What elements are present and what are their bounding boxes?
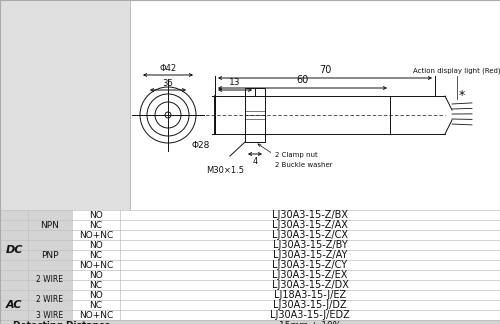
Text: LJ30A3-15-Z/BX: LJ30A3-15-Z/BX	[272, 210, 348, 220]
Bar	[0, 0, 130, 210]
Text: Action display light (Red): Action display light (Red)	[413, 67, 500, 74]
Text: LJ30A3-15-J/EDZ: LJ30A3-15-J/EDZ	[270, 310, 350, 320]
Text: NO: NO	[89, 291, 103, 299]
Text: LJ30A3-15-Z/AY: LJ30A3-15-Z/AY	[273, 250, 347, 260]
Bar	[0, 290, 28, 320]
Text: Φ42: Φ42	[160, 64, 176, 73]
Text: *: *	[459, 88, 465, 101]
Text: LJ30A3-15-Z/CX: LJ30A3-15-Z/CX	[272, 230, 348, 240]
Bar	[0, 320, 500, 324]
Text: 2 WIRE: 2 WIRE	[36, 275, 64, 284]
Text: NO: NO	[89, 211, 103, 219]
Text: LJ30A3-15-Z/EX: LJ30A3-15-Z/EX	[272, 270, 347, 280]
Text: 3 WIRE: 3 WIRE	[36, 310, 64, 319]
Bar	[28, 270, 72, 290]
Text: LJ30A3-15-Z/AX: LJ30A3-15-Z/AX	[272, 220, 348, 230]
Text: Φ28: Φ28	[192, 141, 210, 149]
Text: NPN: NPN	[40, 221, 60, 229]
Bar	[28, 310, 72, 320]
Text: NO+NC: NO+NC	[79, 310, 113, 319]
Bar	[130, 0, 500, 210]
Text: NO: NO	[89, 240, 103, 249]
Text: Detecting Distance: Detecting Distance	[13, 320, 111, 324]
Bar	[215, 96, 390, 134]
Text: M30×1.5: M30×1.5	[206, 166, 244, 175]
Bar	[245, 88, 265, 142]
Text: DC: DC	[6, 245, 22, 255]
Text: AC: AC	[6, 300, 22, 310]
Text: 15mm ± 10%: 15mm ± 10%	[279, 320, 341, 324]
Text: LJ30A3-15-Z/BY: LJ30A3-15-Z/BY	[272, 240, 347, 250]
Text: LJ18A3-15-J/EZ: LJ18A3-15-J/EZ	[274, 290, 346, 300]
Bar	[28, 240, 72, 270]
Text: NO: NO	[89, 271, 103, 280]
Text: 2 WIRE: 2 WIRE	[36, 295, 64, 305]
Text: NC: NC	[90, 250, 102, 260]
Text: LJ30A3-15-Z/DX: LJ30A3-15-Z/DX	[272, 280, 348, 290]
Text: 13: 13	[229, 78, 241, 87]
Text: LJ30A3-15-J/DZ: LJ30A3-15-J/DZ	[273, 300, 347, 310]
Text: 36: 36	[162, 79, 173, 88]
Text: NC: NC	[90, 221, 102, 229]
Text: PNP: PNP	[41, 250, 59, 260]
Text: NO+NC: NO+NC	[79, 260, 113, 270]
Text: LJ30A3-15-Z/CY: LJ30A3-15-Z/CY	[272, 260, 347, 270]
Text: 2 Clamp nut: 2 Clamp nut	[275, 152, 318, 158]
Text: NC: NC	[90, 300, 102, 309]
Text: 70: 70	[319, 65, 331, 75]
Text: NO+NC: NO+NC	[79, 230, 113, 239]
Bar	[0, 210, 500, 324]
Bar	[28, 290, 72, 310]
Text: 60: 60	[296, 75, 308, 85]
Text: 4: 4	[252, 157, 258, 166]
Text: 2 Buckle washer: 2 Buckle washer	[275, 162, 332, 168]
Bar	[0, 210, 28, 290]
Bar	[28, 210, 72, 240]
Text: NC: NC	[90, 281, 102, 290]
